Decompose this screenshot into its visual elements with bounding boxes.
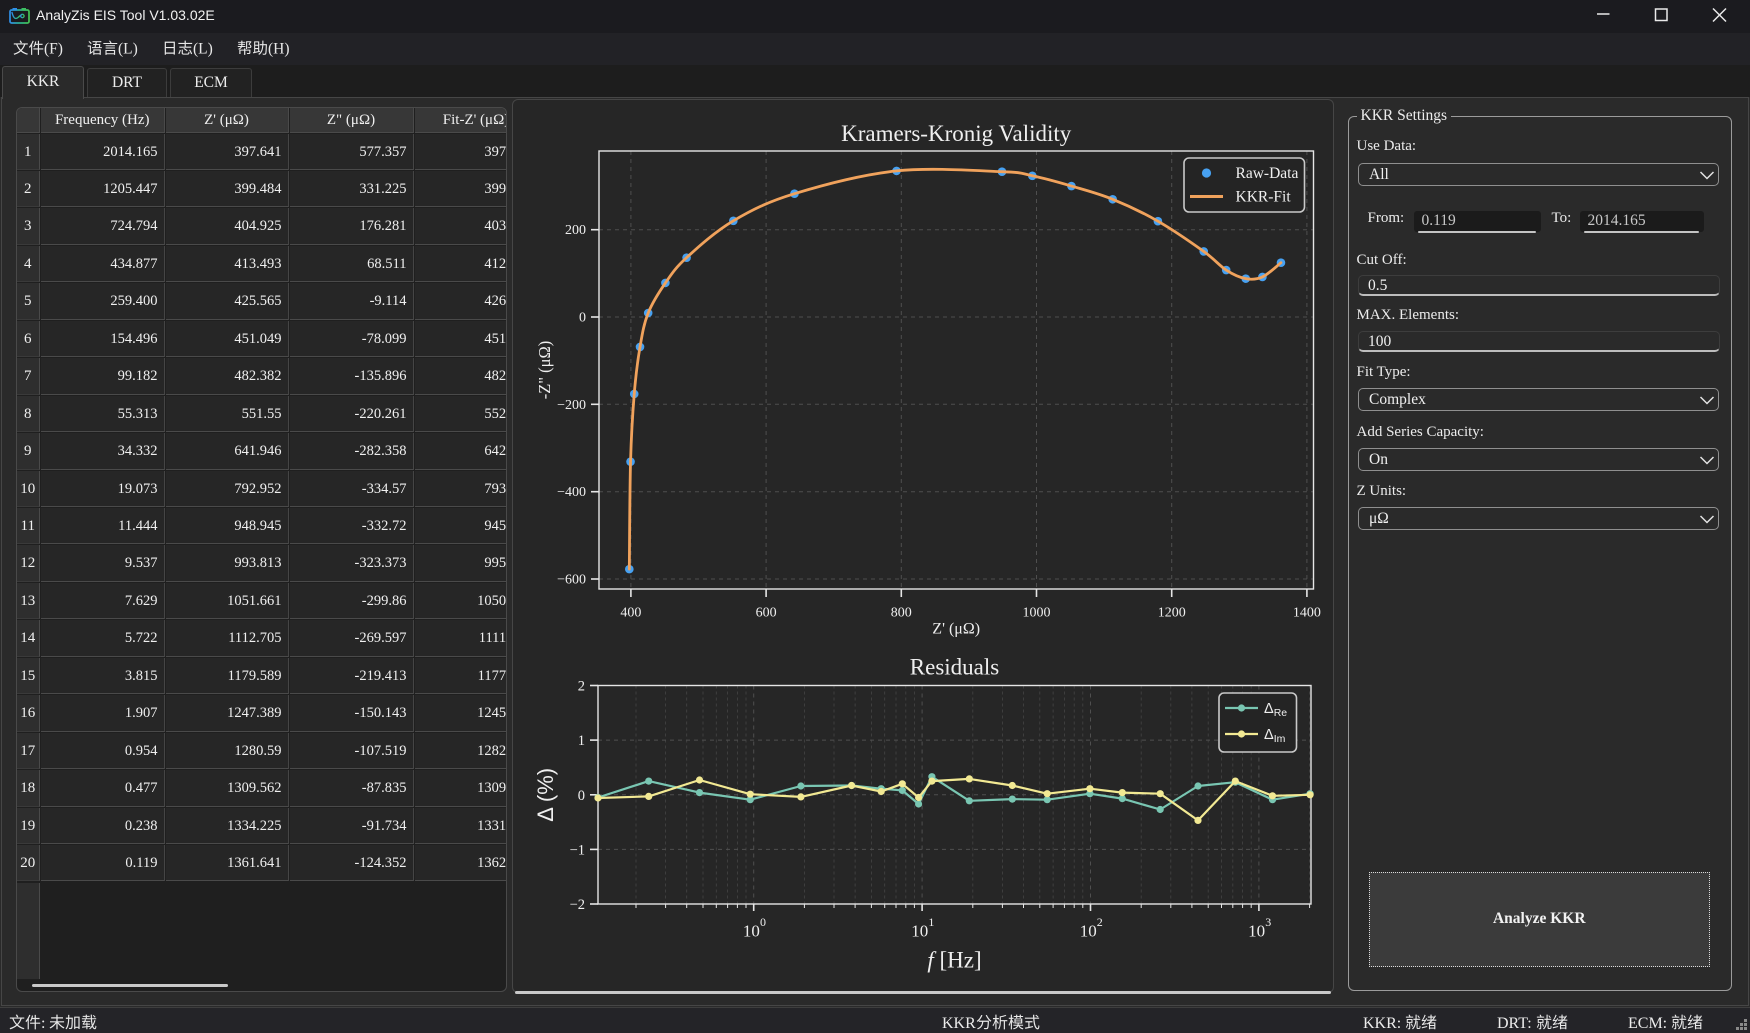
- svg-text:Z' (μΩ): Z' (μΩ): [932, 621, 980, 638]
- svg-text:−2: −2: [570, 897, 585, 913]
- svg-text:1000: 1000: [1023, 606, 1051, 621]
- svg-text:600: 600: [756, 606, 777, 621]
- svg-text:1200: 1200: [1158, 606, 1186, 621]
- svg-text:Raw-Data: Raw-Data: [1236, 165, 1299, 182]
- svg-text:1: 1: [578, 733, 585, 749]
- svg-text:−400: −400: [557, 485, 586, 500]
- svg-text:-Z" (μΩ): -Z" (μΩ): [535, 341, 554, 400]
- svg-text:3: 3: [1265, 915, 1271, 929]
- svg-text:−200: −200: [557, 398, 586, 413]
- svg-text:400: 400: [620, 606, 641, 621]
- svg-text:1: 1: [928, 915, 934, 929]
- svg-text:800: 800: [891, 606, 912, 621]
- svg-text:0: 0: [760, 915, 766, 929]
- svg-text:Δ (%): Δ (%): [533, 768, 558, 822]
- svg-text:−600: −600: [557, 573, 586, 588]
- svg-text:KKR-Fit: KKR-Fit: [1236, 189, 1292, 206]
- svg-text:1400: 1400: [1293, 606, 1321, 621]
- svg-text:Kramers-Kronig Validity: Kramers-Kronig Validity: [841, 121, 1072, 146]
- svg-text:10: 10: [1248, 922, 1265, 941]
- svg-text:10: 10: [911, 922, 928, 941]
- svg-text:10: 10: [1080, 922, 1097, 941]
- svg-text:200: 200: [565, 223, 586, 238]
- svg-text:2: 2: [578, 679, 585, 695]
- svg-text:10: 10: [743, 922, 760, 941]
- svg-text:−1: −1: [570, 842, 585, 858]
- svg-text:f [Hz]: f [Hz]: [927, 948, 981, 973]
- svg-text:0: 0: [579, 311, 586, 326]
- svg-text:2: 2: [1097, 915, 1103, 929]
- svg-text:Residuals: Residuals: [910, 655, 999, 680]
- svg-text:0: 0: [578, 788, 585, 804]
